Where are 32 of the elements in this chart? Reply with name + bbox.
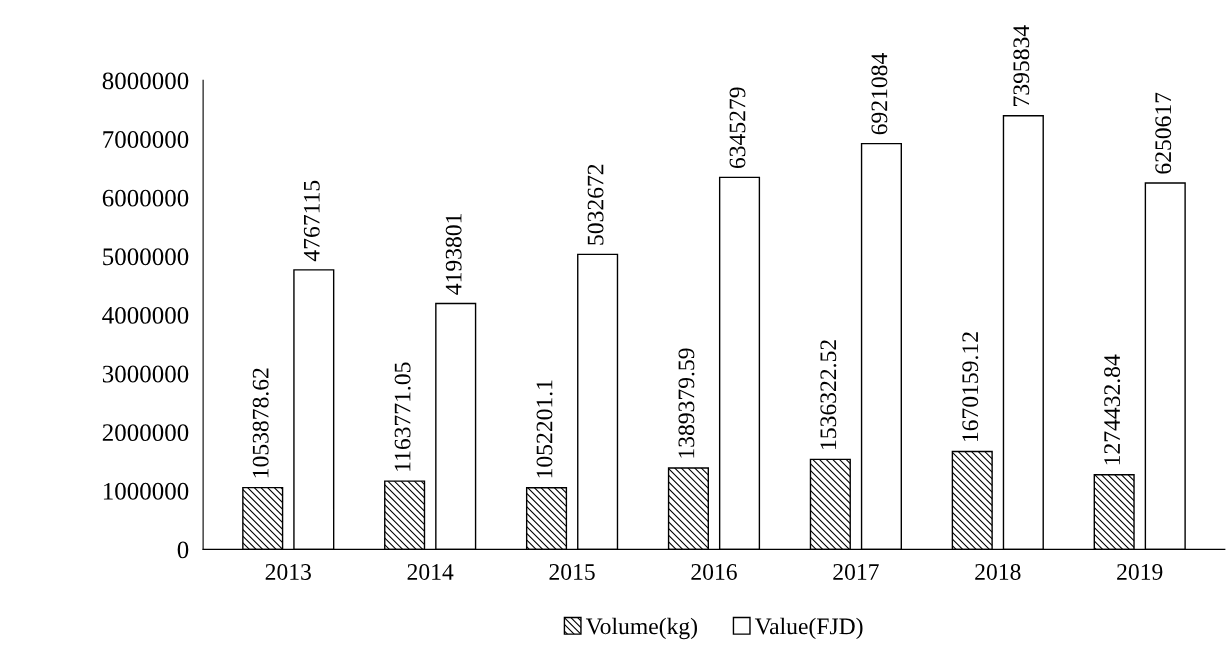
data-label: 7395834 (1013, 25, 1030, 106)
x-tick-label: 2019 (1117, 563, 1163, 580)
y-tick-label: 2000000 (102, 424, 189, 442)
legend-label: Volume(kg) (585, 617, 697, 640)
data-label: 4193801 (445, 213, 462, 295)
x-tick-label: 2018 (975, 563, 1021, 580)
data-label: 5032672 (587, 164, 604, 245)
x-tick-label: 2017 (833, 563, 879, 580)
x-tick-label: 2015 (549, 563, 595, 580)
y-tick-label: 3000000 (102, 365, 189, 383)
data-label: 1053878.62 (252, 368, 269, 478)
data-label: 6250617 (1155, 92, 1172, 174)
y-tick-label: 7000000 (103, 131, 189, 148)
x-tick-label: 2013 (265, 563, 311, 580)
data-label: 6345279 (729, 87, 746, 169)
x-tick-label: 2016 (691, 563, 737, 580)
data-label: 1274432.84 (1104, 354, 1121, 465)
y-tick-label: 6000000 (102, 189, 189, 207)
data-label: 1389379.59 (678, 348, 695, 458)
y-tick-label: 4000000 (102, 306, 189, 324)
legend-label: Value(FJD) (754, 617, 863, 640)
data-label: 1536322.52 (820, 340, 837, 449)
x-tick-label: 2014 (407, 563, 454, 580)
data-label: 6921084 (871, 53, 888, 135)
y-tick-label: 1000000 (103, 482, 189, 500)
data-label: 1163771.05 (394, 362, 411, 471)
y-tick-label: 5000000 (103, 248, 189, 266)
data-label: 1670159.12 (962, 332, 979, 442)
data-label: 1052201.1 (536, 380, 553, 478)
data-label: 4767115 (303, 180, 320, 262)
y-tick-label: 8000000 (102, 72, 189, 90)
y-tick-label: 0 (177, 541, 189, 559)
